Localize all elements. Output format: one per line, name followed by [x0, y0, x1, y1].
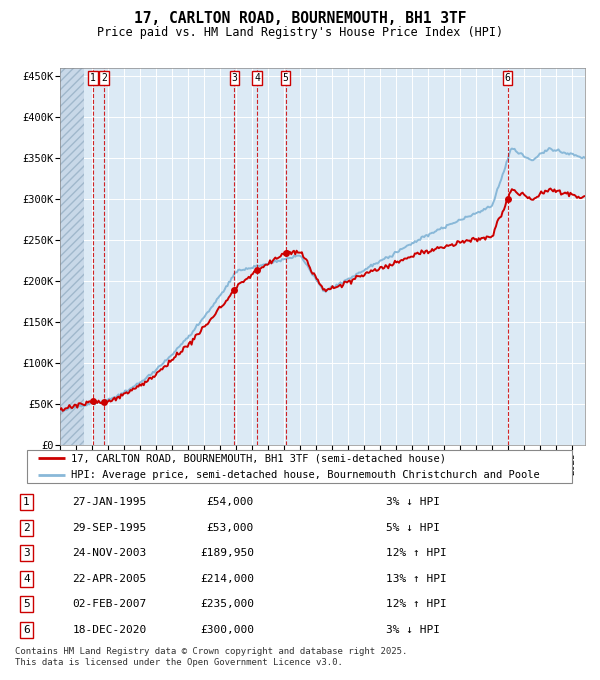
- Text: £189,950: £189,950: [200, 548, 254, 558]
- Text: Price paid vs. HM Land Registry's House Price Index (HPI): Price paid vs. HM Land Registry's House …: [97, 26, 503, 39]
- Text: 3: 3: [23, 548, 30, 558]
- Text: 17, CARLTON ROAD, BOURNEMOUTH, BH1 3TF: 17, CARLTON ROAD, BOURNEMOUTH, BH1 3TF: [134, 11, 466, 26]
- Text: £54,000: £54,000: [206, 497, 254, 507]
- Text: 3: 3: [232, 73, 238, 83]
- Text: 2: 2: [23, 523, 30, 533]
- Text: 22-APR-2005: 22-APR-2005: [73, 574, 147, 584]
- Text: 6: 6: [23, 625, 30, 635]
- Text: 4: 4: [23, 574, 30, 584]
- Text: £214,000: £214,000: [200, 574, 254, 584]
- Text: 5% ↓ HPI: 5% ↓ HPI: [386, 523, 440, 533]
- Text: HPI: Average price, semi-detached house, Bournemouth Christchurch and Poole: HPI: Average price, semi-detached house,…: [71, 471, 539, 480]
- Text: 4: 4: [254, 73, 260, 83]
- Text: £53,000: £53,000: [206, 523, 254, 533]
- Text: 02-FEB-2007: 02-FEB-2007: [73, 599, 147, 609]
- Text: 27-JAN-1995: 27-JAN-1995: [73, 497, 147, 507]
- Text: 5: 5: [283, 73, 289, 83]
- Text: Contains HM Land Registry data © Crown copyright and database right 2025.
This d: Contains HM Land Registry data © Crown c…: [15, 647, 407, 667]
- FancyBboxPatch shape: [27, 449, 572, 483]
- Polygon shape: [60, 68, 84, 445]
- Text: £235,000: £235,000: [200, 599, 254, 609]
- Text: 12% ↑ HPI: 12% ↑ HPI: [386, 548, 447, 558]
- Text: 6: 6: [505, 73, 511, 83]
- Text: 17, CARLTON ROAD, BOURNEMOUTH, BH1 3TF (semi-detached house): 17, CARLTON ROAD, BOURNEMOUTH, BH1 3TF (…: [71, 454, 446, 463]
- Text: 13% ↑ HPI: 13% ↑ HPI: [386, 574, 447, 584]
- Text: 1: 1: [23, 497, 30, 507]
- Text: 2: 2: [101, 73, 107, 83]
- Text: 29-SEP-1995: 29-SEP-1995: [73, 523, 147, 533]
- Text: 3% ↓ HPI: 3% ↓ HPI: [386, 625, 440, 635]
- Text: 3% ↓ HPI: 3% ↓ HPI: [386, 497, 440, 507]
- Text: 1: 1: [90, 73, 96, 83]
- Text: 12% ↑ HPI: 12% ↑ HPI: [386, 599, 447, 609]
- Text: 18-DEC-2020: 18-DEC-2020: [73, 625, 147, 635]
- Text: 24-NOV-2003: 24-NOV-2003: [73, 548, 147, 558]
- Text: £300,000: £300,000: [200, 625, 254, 635]
- Text: 5: 5: [23, 599, 30, 609]
